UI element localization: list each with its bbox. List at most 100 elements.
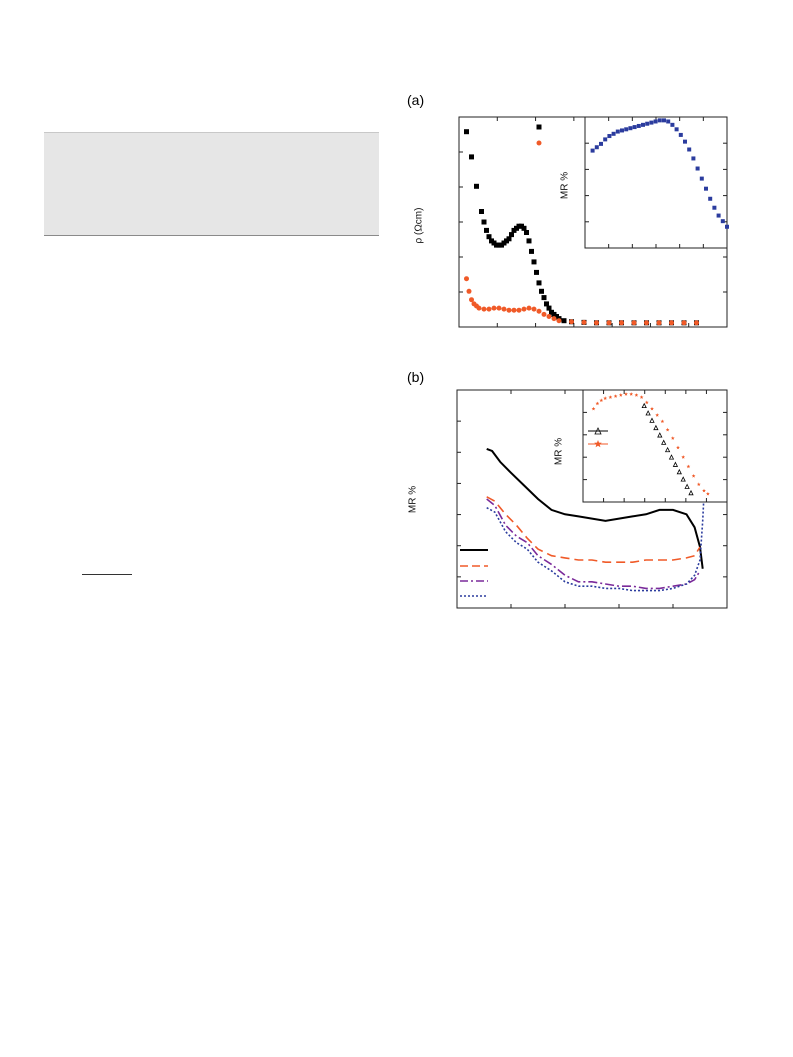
panel-a-series1-point (509, 232, 514, 238)
panel-a-series1-point (464, 129, 469, 135)
panel-a-inset-series1-point (716, 213, 721, 218)
panel-b-inset-series2-point (639, 395, 644, 399)
panel-b-inset-series2-point (624, 392, 628, 396)
panel-a-inset-series1-point (624, 127, 629, 132)
panel-a-series2-point (486, 306, 492, 312)
panel-a-series1-point (506, 236, 512, 242)
panel-a-legend-square (536, 124, 542, 130)
panel-a-series2-point (556, 318, 562, 324)
panel-b-inset-series2-point (696, 482, 701, 486)
panel-a-inset-series1-point (712, 205, 717, 210)
panel-a-inset-series1-point (636, 123, 641, 128)
panel-a-series1-point (539, 288, 544, 294)
panel-a-series2-point (541, 311, 547, 317)
panel-a-series1-point (486, 234, 492, 240)
panel-a-series2-point (551, 316, 557, 322)
panel-a-inset-series1-point (620, 128, 624, 133)
panel-a-series1-point (544, 301, 549, 307)
panel-a-series2-point (644, 320, 649, 326)
panel-a-inset-series1-point (645, 121, 650, 126)
panel-a-inset-series1-point (687, 147, 692, 152)
panel-a-inset-series1-point (653, 119, 658, 124)
panel-b-inset-series2-point (706, 491, 710, 496)
panel-b-inset-series2-point (676, 445, 680, 450)
panel-b-inset-series1-point (672, 461, 679, 467)
panel-a-series2-point (569, 319, 574, 325)
panel-a-inset-series1-point (683, 139, 687, 144)
panel-a-legend-circle (536, 140, 542, 146)
panel-a-inset-series1-point (603, 137, 608, 142)
panel-b-inset-series1-point (653, 424, 659, 431)
panel-b-inset-legend-triangle (594, 427, 602, 435)
footnote-rule (82, 574, 132, 575)
panel-b-inset-series1-point (645, 410, 651, 416)
panel-a-series1-point (529, 248, 534, 254)
panel-a-inset-series1-point (607, 134, 612, 139)
panel-b-inset-series2-point (644, 400, 649, 405)
panel-a-series1-point (524, 230, 529, 235)
panel-b-inset-series2-point (603, 396, 608, 400)
panel-b-inset-series2-point (599, 398, 604, 402)
panel-b-inset-series2-point (670, 436, 675, 440)
panel-b-inset-series1-point (661, 439, 667, 445)
panel-a-series1-point (481, 219, 487, 225)
panel-a-series2-point (594, 320, 599, 326)
panel-a-series2-point (466, 288, 472, 294)
panel-b-inset-series2-point (591, 406, 596, 411)
panel-b-inset-series1-point (664, 446, 671, 453)
panel-a-inset-series1-point (641, 122, 645, 127)
panel-b-series4-line (486, 416, 708, 592)
panel-b-inset-frame (582, 389, 728, 503)
panel-a-inset-series1-point (704, 186, 708, 191)
panel-b-inset-series2-point (686, 464, 691, 469)
panel-b-inset-legend-star (594, 440, 602, 448)
panel-a-series2-point (491, 305, 497, 311)
panel-a-series1-point (526, 238, 532, 244)
panel-a-series2-point (464, 276, 469, 282)
panel-b-inset-series1-point (649, 417, 655, 423)
panel-b-inset-series2-point (613, 394, 618, 398)
panel-a-inset-series1-point (611, 131, 616, 136)
panel-b-inset-series2-point (655, 413, 660, 417)
panel-a-inset-series1-point (708, 196, 713, 201)
panel-b-inset-series2-point (634, 393, 639, 397)
panel-a-series1-point (469, 154, 474, 160)
panel-a-inset-series1-point (599, 141, 603, 146)
panel-a-inset-series1-point (662, 118, 666, 123)
panel-a-series2-point (481, 306, 487, 312)
panel-a-series1-point (541, 295, 547, 301)
panel-a-inset-series1-point (632, 125, 637, 130)
panel-a-inset-series1-point (666, 119, 671, 124)
panel-a-series2-point (536, 308, 542, 314)
panel-a-series2-point (669, 320, 674, 326)
panel-a-series2-point (619, 320, 624, 326)
panel-a-series2-point (531, 306, 537, 312)
panel-a-series1-point (561, 318, 567, 324)
panel-a-series2-point (581, 319, 587, 325)
table-header-band (44, 132, 379, 157)
panel-a-series1-point (521, 225, 527, 231)
panel-a-series2-point (606, 320, 612, 326)
panel-b-inset-series2-point (650, 406, 654, 411)
panel-a-series2-point (521, 306, 527, 312)
panel-a-inset-series1-point (670, 122, 675, 127)
panel-b-inset-series1-point (680, 476, 686, 482)
panel-a-series2-point (694, 320, 699, 326)
panel-b-series3-line (486, 498, 701, 590)
panel-a-series1-point (534, 269, 539, 275)
panel-a-inset-series1-point (691, 156, 696, 161)
panel-a-inset-series1-point (615, 129, 620, 134)
panel-a-series1-point (531, 259, 537, 265)
panel-a-series2-point (469, 297, 474, 303)
panel-b-inset-series2-point (660, 419, 665, 423)
panel-a-series1-point (474, 183, 479, 189)
panel-a-series1-point (536, 280, 542, 286)
panel-a-inset-series1-point (695, 166, 700, 171)
panel-b-inset-series2-point (691, 474, 696, 478)
panel-a-series2-point (496, 305, 502, 311)
panel-a-series2-point (681, 320, 687, 326)
panel-b-inset-series1-point (688, 489, 694, 496)
panel-b-inset-series2-point (608, 395, 613, 399)
panel-b-label: (b) (407, 369, 425, 385)
